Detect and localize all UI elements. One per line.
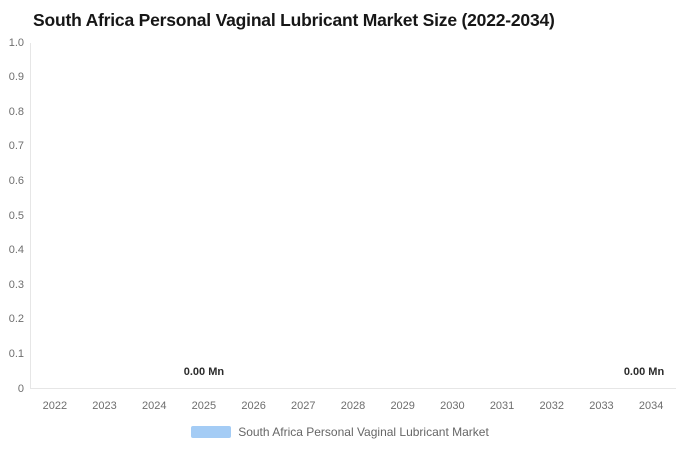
legend-item-south-africa-market[interactable]: South Africa Personal Vaginal Lubricant … (191, 425, 489, 439)
x-tick-label: 2031 (489, 400, 515, 412)
legend: South Africa Personal Vaginal Lubricant … (0, 425, 680, 439)
y-tick-label: 0.9 (8, 71, 24, 84)
x-tick-label: 2024 (141, 400, 167, 412)
y-tick-label: 0.1 (8, 347, 24, 360)
x-tick-label: 2033 (589, 400, 614, 412)
y-tick-label: 0.4 (8, 244, 24, 257)
x-tick-label: 2022 (42, 400, 68, 412)
x-tick-label: 2027 (291, 400, 316, 412)
data-label-2025: 0.00 Mn (183, 366, 225, 378)
legend-swatch (191, 426, 232, 438)
chart-title: South Africa Personal Vaginal Lubricant … (33, 10, 555, 30)
x-tick-label: 2025 (191, 400, 217, 412)
y-tick-label: 0.3 (8, 278, 24, 291)
x-axis-line (30, 388, 676, 389)
x-tick-label: 2030 (440, 400, 465, 412)
y-tick-label: 0.5 (8, 209, 24, 222)
y-tick-label: 1.0 (8, 36, 24, 49)
y-tick-label: 0.7 (8, 140, 24, 153)
x-tick-label: 2026 (241, 400, 266, 412)
x-tick-label: 2028 (340, 400, 366, 412)
y-axis-line (30, 43, 31, 389)
x-tick-label: 2034 (638, 400, 664, 412)
x-tick-label: 2023 (92, 400, 117, 412)
y-tick-label: 0 (17, 382, 24, 395)
y-tick-label: 0.8 (8, 105, 24, 118)
y-tick-label: 0.6 (8, 174, 24, 187)
legend-label: South Africa Personal Vaginal Lubricant … (238, 425, 489, 439)
data-label-2034: 0.00 Mn (623, 366, 665, 378)
y-tick-label: 0.2 (8, 313, 24, 326)
x-tick-label: 2032 (539, 400, 564, 412)
x-tick-label: 2029 (390, 400, 415, 412)
